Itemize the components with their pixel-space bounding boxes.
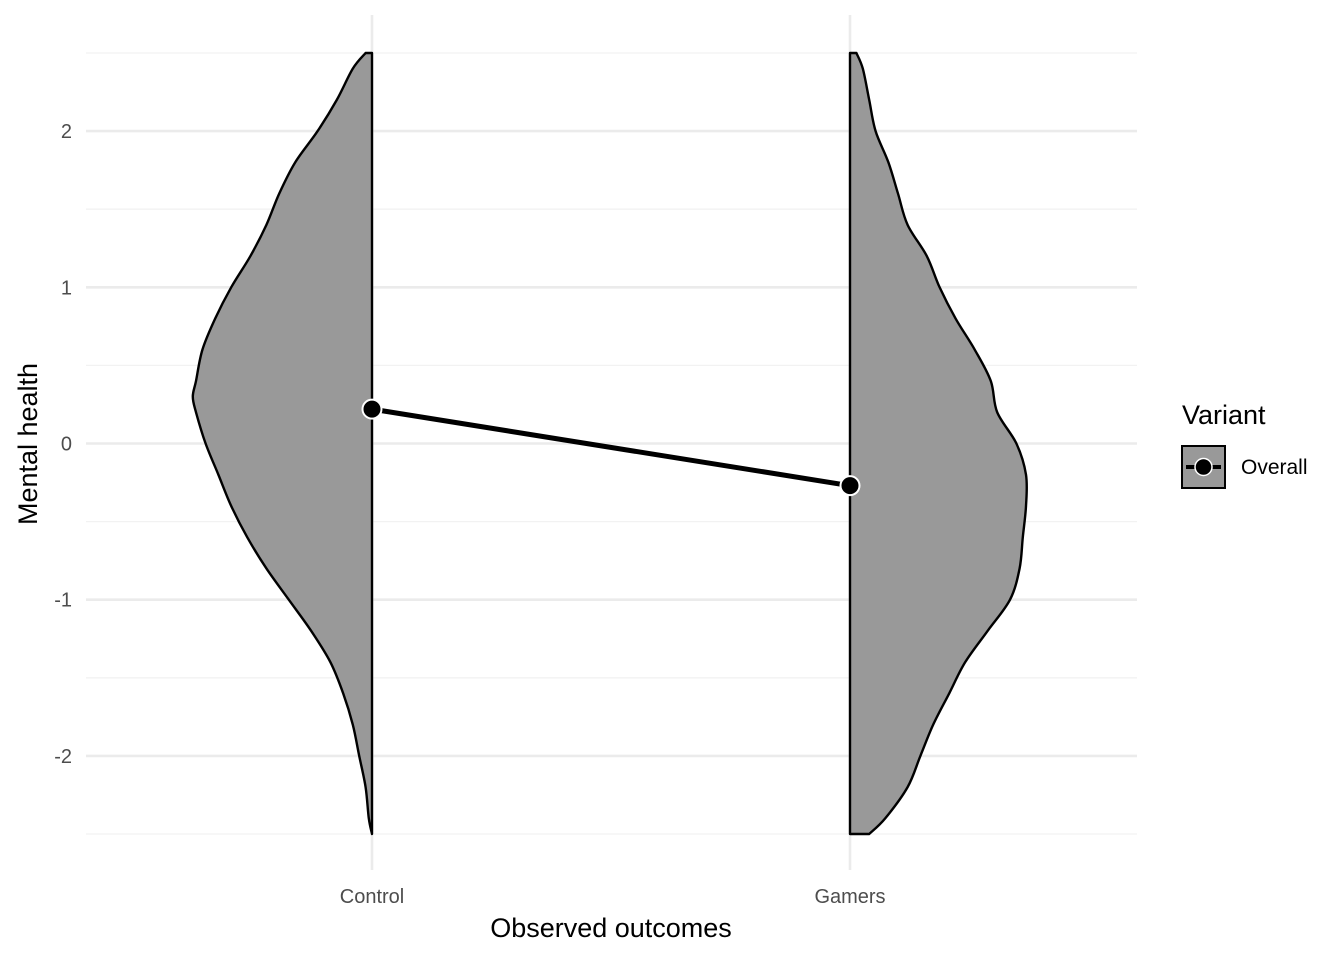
series-line-overall <box>371 406 851 489</box>
legend: Variant Overall <box>1181 400 1308 489</box>
x-tick-label-gamers: Gamers <box>814 886 885 908</box>
mean-line-series <box>371 406 851 489</box>
violin-control <box>191 51 374 836</box>
legend-title: Variant <box>1182 400 1266 430</box>
y-tick-label: -2 <box>54 746 72 768</box>
y-axis-title: Mental health <box>13 363 43 525</box>
y-tick-label: 2 <box>61 121 72 143</box>
y-axis-ticks: -2 -1 0 1 2 <box>54 121 72 768</box>
mean-point-gamers <box>839 475 861 497</box>
x-tick-label-control: Control <box>340 886 404 908</box>
y-tick-label: 0 <box>61 434 72 456</box>
legend-key-point <box>1194 457 1213 477</box>
x-axis-ticks: Control Gamers <box>340 886 886 908</box>
violin-gamers <box>848 51 1029 836</box>
mean-points <box>361 398 861 497</box>
mean-point-control <box>361 398 383 420</box>
y-tick-label: -1 <box>54 590 72 612</box>
legend-label-overall: Overall <box>1241 456 1308 479</box>
y-tick-label: 1 <box>61 277 72 299</box>
violins <box>191 51 1029 836</box>
x-axis-title: Observed outcomes <box>490 913 732 943</box>
